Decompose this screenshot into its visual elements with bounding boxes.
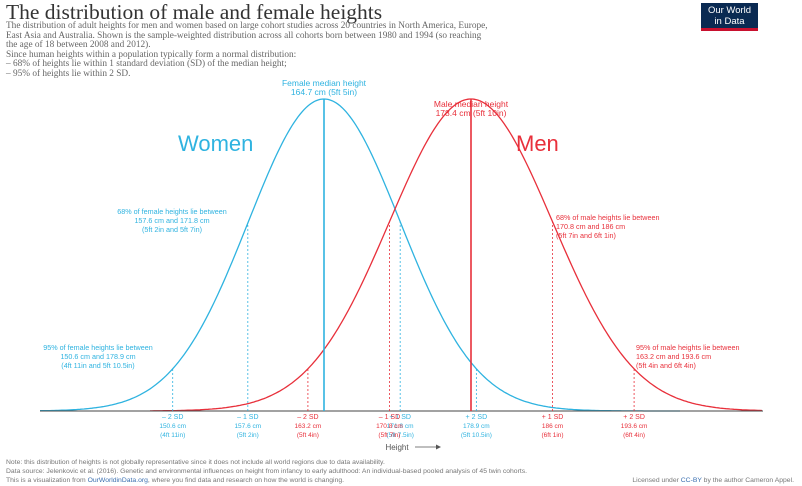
men-sd-label: + 2 SD <box>623 414 645 421</box>
women-sd-label: – 1 SD <box>237 414 258 421</box>
footer-source: Data source: Jelenkovic et al. (2016). G… <box>6 468 528 475</box>
women-sd-cm: 171.8 cm <box>387 423 414 430</box>
men-95-annotation: 163.2 cm and 193.6 cm <box>636 352 711 361</box>
men-sd-cm: 163.2 cm <box>295 423 322 430</box>
men-series-label: Men <box>516 131 559 156</box>
subtitle-line: The distribution of adult heights for me… <box>6 21 488 31</box>
footer-visualization-prefix: This is a visualization from <box>6 477 88 484</box>
men-sd-ftin: (6ft 1in) <box>542 432 564 439</box>
women-sd-label: + 1 SD <box>389 414 411 421</box>
men-sd-ftin: (6ft 4in) <box>623 432 645 439</box>
men-distribution-curve <box>150 98 763 412</box>
women-sd-ftin: (5ft 2in) <box>237 432 259 439</box>
men-68-annotation: 68% of male heights lie between <box>556 213 660 222</box>
men-sd-label: – 1 SD <box>379 414 400 421</box>
women-series-label: Women <box>178 131 253 156</box>
logo-line: in Data <box>714 16 745 27</box>
x-axis-arrow-head <box>436 444 441 450</box>
men-sd-ftin: (5ft 4in) <box>297 432 319 439</box>
women-sd-ftin: (4ft 11in) <box>160 432 185 439</box>
license-suffix: by the author Cameron Appel. <box>701 477 794 484</box>
men-sd-ftin: (5ft 7in) <box>378 432 400 439</box>
women-95-annotation: (4ft 11in and 5ft 10.5in) <box>61 361 134 370</box>
subtitle-line: Since human heights within a population … <box>6 49 297 60</box>
men-68-annotation: (5ft 7in and 6ft 1in) <box>556 231 616 240</box>
subtitle-line: – 68% of heights lie within 1 standard d… <box>6 59 287 70</box>
women-95-annotation: 150.6 cm and 178.9 cm <box>60 352 135 361</box>
owid-link[interactable]: OurWorldinData.org <box>87 477 148 484</box>
women-distribution-curve <box>40 98 680 412</box>
women-median-value: 164.7 cm (5ft 5in) <box>291 87 357 97</box>
footer-visualization-suffix: , where you find data and research on ho… <box>147 477 345 484</box>
chart-subtitle: The distribution of adult heights for me… <box>6 21 696 80</box>
men-sd-cm: 193.6 cm <box>621 423 648 430</box>
women-sd-cm: 157.6 cm <box>234 423 261 430</box>
men-sd-label: + 1 SD <box>542 414 564 421</box>
men-68-annotation: 170.8 cm and 186 cm <box>556 222 625 231</box>
women-sd-ftin: (5ft 10.5in) <box>461 432 492 439</box>
x-axis-label: Height <box>385 443 409 452</box>
owid-logo[interactable]: Our World in Data <box>701 3 758 31</box>
footer-visualization: This is a visualization from OurWorldinD… <box>6 477 796 484</box>
men-sd-cm: 170.8 cm <box>376 423 403 430</box>
footer-note: Note: this distribution of heights is no… <box>6 459 385 466</box>
women-median-header: Female median height <box>282 78 367 88</box>
women-68-annotation: 68% of female heights lie between <box>117 207 226 216</box>
women-sd-label: – 2 SD <box>162 414 183 421</box>
subtitle-line: – 95% of heights lie within 2 SD. <box>6 68 131 79</box>
men-95-annotation: (5ft 4in and 6ft 4in) <box>636 361 696 370</box>
subtitle-line: the age of 18 between 2008 and 2012). <box>6 40 151 51</box>
men-sd-cm: 186 cm <box>542 423 563 430</box>
license-prefix: Licensed under <box>632 477 681 484</box>
subtitle-line: East Asia and Australia. Shown is the sa… <box>6 30 482 41</box>
men-median-value: 178.4 cm (5ft 10in) <box>436 108 507 118</box>
women-68-annotation: 157.6 cm and 171.8 cm <box>134 216 209 225</box>
women-sd-ftin: (5ft 7.5in) <box>386 432 413 439</box>
men-95-annotation: 95% of male heights lie between <box>636 343 740 352</box>
chart-title: The distribution of male and female heig… <box>6 0 383 24</box>
women-95-annotation: 95% of female heights lie between <box>43 343 152 352</box>
men-median-header: Male median height <box>434 99 509 109</box>
men-sd-label: – 2 SD <box>297 414 318 421</box>
women-sd-cm: 150.6 cm <box>159 423 186 430</box>
license-link[interactable]: CC-BY <box>680 477 702 484</box>
footer-license: Licensed under CC-BY by the author Camer… <box>632 477 794 484</box>
logo-line: Our World <box>707 5 752 16</box>
women-sd-label: + 2 SD <box>466 414 488 421</box>
women-68-annotation: (5ft 2in and 5ft 7in) <box>142 225 202 234</box>
women-sd-cm: 178.9 cm <box>463 423 490 430</box>
